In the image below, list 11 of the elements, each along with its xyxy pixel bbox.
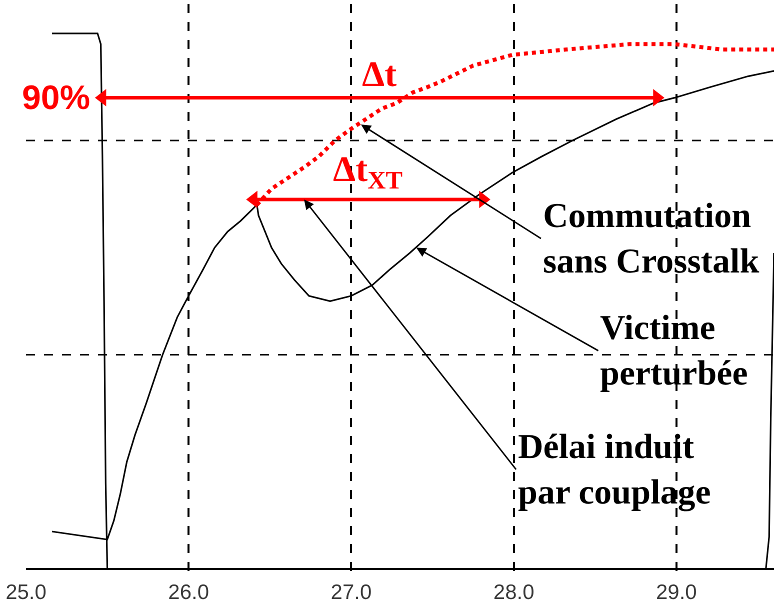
series-label: Δt	[362, 54, 397, 94]
x-tick-label: 26.0	[168, 581, 210, 604]
x-tick-label: 29.0	[656, 581, 697, 604]
annotation: Commutation sans Crosstalk	[543, 196, 760, 280]
series-label: Δt$_{XT}$	[333, 149, 403, 195]
annotation: 90%	[22, 79, 90, 117]
x-tick-label: 25.0	[6, 581, 46, 604]
annotation: Victime perturbée	[600, 308, 748, 392]
annotation: Délai induit par couplage	[518, 427, 711, 512]
x-tick-label: 28.0	[493, 581, 534, 604]
x-tick-label: 27.0	[330, 581, 372, 604]
